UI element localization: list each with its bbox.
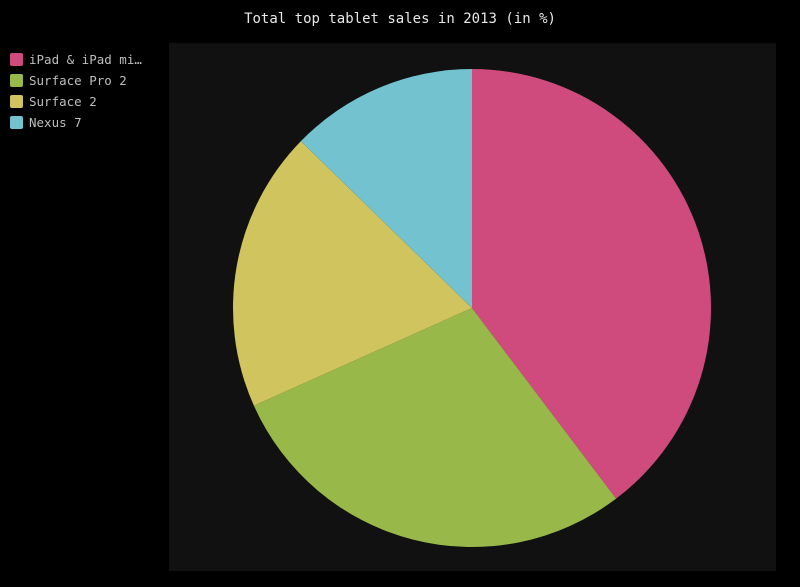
pie-slice-nexus-7[interactable]	[300, 69, 472, 308]
legend-label-ipad: iPad & iPad mi…	[29, 52, 142, 67]
legend-label-surface-pro-2: Surface Pro 2	[29, 73, 127, 88]
legend-label-surface-2: Surface 2	[29, 94, 97, 109]
legend-item-nexus-7[interactable]: Nexus 7	[10, 115, 82, 130]
legend-swatch-surface-2	[10, 95, 23, 108]
legend-swatch-ipad	[10, 53, 23, 66]
pie-slices	[233, 69, 711, 547]
pie-slice-ipad[interactable]	[472, 69, 711, 499]
legend-item-surface-pro-2[interactable]: Surface Pro 2	[10, 73, 127, 88]
legend: iPad & iPad mi… Surface Pro 2 Surface 2 …	[10, 52, 142, 130]
legend-label-nexus-7: Nexus 7	[29, 115, 82, 130]
pie-slice-surface-2[interactable]	[233, 141, 472, 406]
legend-item-ipad[interactable]: iPad & iPad mi…	[10, 52, 142, 67]
chart-title: Total top tablet sales in 2013 (in %)	[244, 11, 556, 27]
pie-slice-surface-pro-2[interactable]	[253, 308, 617, 547]
legend-swatch-surface-pro-2	[10, 74, 23, 87]
legend-swatch-nexus-7	[10, 116, 23, 129]
legend-item-surface-2[interactable]: Surface 2	[10, 94, 97, 109]
